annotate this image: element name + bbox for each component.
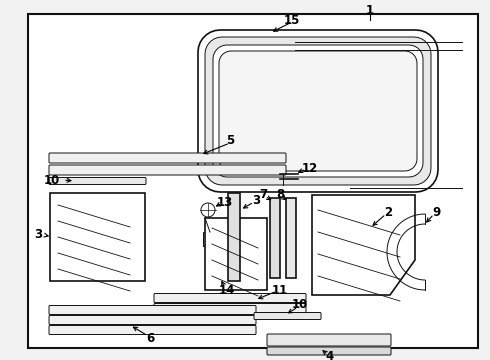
Text: 8: 8 <box>276 188 284 201</box>
FancyBboxPatch shape <box>267 334 391 346</box>
Polygon shape <box>198 30 438 192</box>
Text: 11: 11 <box>272 284 288 297</box>
Text: 2: 2 <box>384 206 392 219</box>
Text: 3: 3 <box>34 229 42 242</box>
Text: 1: 1 <box>366 4 374 17</box>
FancyBboxPatch shape <box>49 315 256 324</box>
Text: 3: 3 <box>252 194 260 207</box>
FancyBboxPatch shape <box>49 306 256 315</box>
FancyBboxPatch shape <box>49 325 256 334</box>
Text: 12: 12 <box>302 162 318 175</box>
Bar <box>203 232 213 246</box>
Text: 10: 10 <box>44 174 60 186</box>
Bar <box>286 198 296 278</box>
Polygon shape <box>205 37 431 185</box>
Bar <box>228 193 240 281</box>
Text: 4: 4 <box>326 351 334 360</box>
FancyBboxPatch shape <box>49 153 286 163</box>
Text: 6: 6 <box>146 332 154 345</box>
Text: 15: 15 <box>284 13 300 27</box>
FancyBboxPatch shape <box>154 293 306 302</box>
FancyBboxPatch shape <box>154 303 306 312</box>
Bar <box>50 193 145 281</box>
FancyBboxPatch shape <box>254 312 321 320</box>
Text: 10: 10 <box>292 298 308 311</box>
Text: 9: 9 <box>432 206 440 219</box>
Text: 14: 14 <box>219 284 235 297</box>
FancyBboxPatch shape <box>267 347 391 355</box>
Text: 5: 5 <box>226 134 234 147</box>
FancyBboxPatch shape <box>49 165 286 175</box>
Bar <box>205 218 267 290</box>
Text: 13: 13 <box>217 195 233 208</box>
FancyBboxPatch shape <box>49 177 146 184</box>
Polygon shape <box>213 45 423 177</box>
Bar <box>270 198 280 278</box>
Text: 7: 7 <box>259 188 267 201</box>
Polygon shape <box>312 195 415 295</box>
Polygon shape <box>219 51 417 171</box>
